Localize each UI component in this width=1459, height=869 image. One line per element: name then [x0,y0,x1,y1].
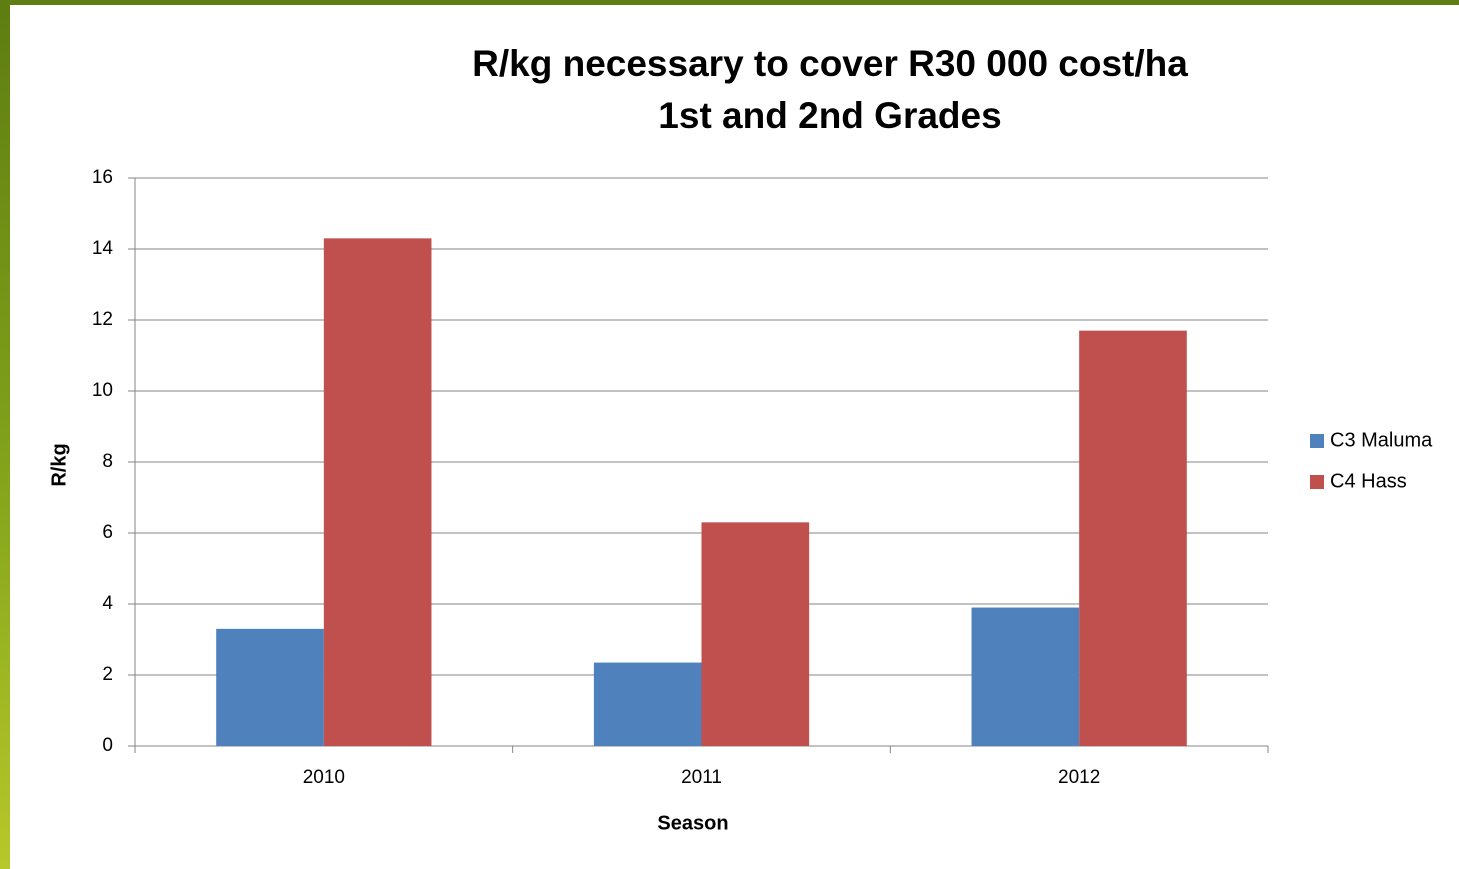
y-tick-label: 6 [102,522,113,543]
x-axis-label: Season [657,812,728,834]
legend-label: C4 Hass [1330,470,1407,492]
y-tick-label: 10 [92,380,113,401]
y-tick-label: 14 [92,238,114,259]
chart-title: 1st and 2nd Grades [658,95,1001,136]
bar [323,238,432,746]
chart-title: R/kg necessary to cover R30 000 cost/ha [472,43,1188,84]
y-tick-label: 0 [102,735,113,756]
x-tick-label: 2010 [303,767,345,788]
y-tick-label: 4 [102,593,113,614]
y-tick-label: 2 [102,664,113,685]
x-tick-label: 2012 [1058,767,1100,788]
y-axis-label: R/kg [48,443,70,486]
bar [216,628,324,746]
legend-swatch [1310,434,1324,448]
bar [1079,330,1187,746]
x-tick-label: 2011 [681,767,722,788]
bar [971,607,1080,746]
legend-label: C3 Maluma [1330,429,1433,451]
legend-swatch [1310,475,1324,489]
bar [701,522,810,746]
bar [593,662,702,746]
y-tick-label: 16 [92,167,113,188]
y-tick-label: 12 [92,309,113,330]
y-tick-label: 8 [102,451,113,472]
